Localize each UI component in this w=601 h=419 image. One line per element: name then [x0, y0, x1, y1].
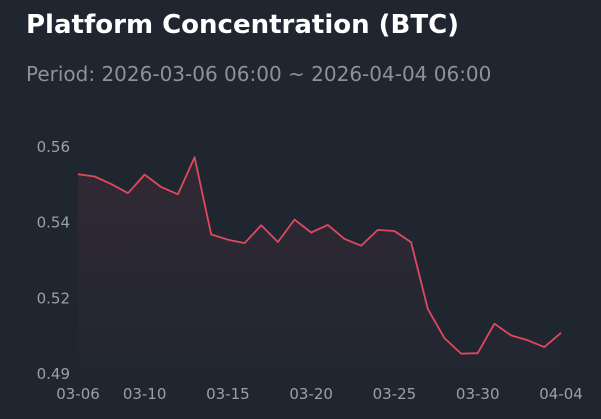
data-point	[342, 237, 346, 241]
data-point	[376, 228, 380, 232]
data-point	[359, 244, 363, 248]
y-tick-label: 0.52	[37, 289, 70, 307]
data-point	[492, 322, 496, 326]
data-point	[526, 338, 530, 342]
y-tick-label: 0.49	[37, 365, 70, 383]
data-point	[126, 191, 130, 195]
x-tick-label: 03-06	[56, 385, 100, 403]
data-point	[293, 218, 297, 222]
data-point	[193, 155, 197, 159]
data-point	[476, 351, 480, 355]
x-tick-label: 03-30	[456, 385, 500, 403]
x-axis: 03-06 03-10 03-15 03-20 03-25 03-30 04-04	[56, 385, 583, 403]
y-axis: 0.56 0.54 0.52 0.49	[37, 138, 70, 383]
chart-subtitle: Period: 2026-03-06 06:00 ~ 2026-04-04 06…	[26, 62, 492, 86]
data-point	[259, 223, 263, 227]
data-point	[326, 223, 330, 227]
series-area-fill	[78, 157, 561, 374]
data-point	[276, 240, 280, 244]
data-point	[392, 229, 396, 233]
data-point	[459, 352, 463, 356]
data-point	[209, 232, 213, 236]
x-tick-label: 03-10	[123, 385, 167, 403]
data-point	[509, 333, 513, 337]
data-point	[143, 173, 147, 177]
x-tick-label: 04-04	[539, 385, 583, 403]
data-point	[226, 238, 230, 242]
data-point	[542, 345, 546, 349]
data-point	[243, 241, 247, 245]
x-tick-label: 03-15	[206, 385, 250, 403]
data-point	[309, 231, 313, 235]
data-point	[559, 331, 563, 335]
data-point	[442, 336, 446, 340]
chart-title: Platform Concentration (BTC)	[26, 10, 460, 40]
data-point	[176, 192, 180, 196]
data-point	[109, 182, 113, 186]
data-point	[93, 175, 97, 179]
data-point	[76, 172, 80, 176]
data-point	[409, 240, 413, 244]
y-tick-label: 0.56	[37, 138, 70, 156]
y-tick-label: 0.54	[37, 214, 70, 232]
data-point	[159, 185, 163, 189]
data-point	[426, 307, 430, 311]
x-tick-label: 03-20	[289, 385, 333, 403]
series-line	[77, 156, 562, 355]
x-tick-label: 03-25	[373, 385, 417, 403]
